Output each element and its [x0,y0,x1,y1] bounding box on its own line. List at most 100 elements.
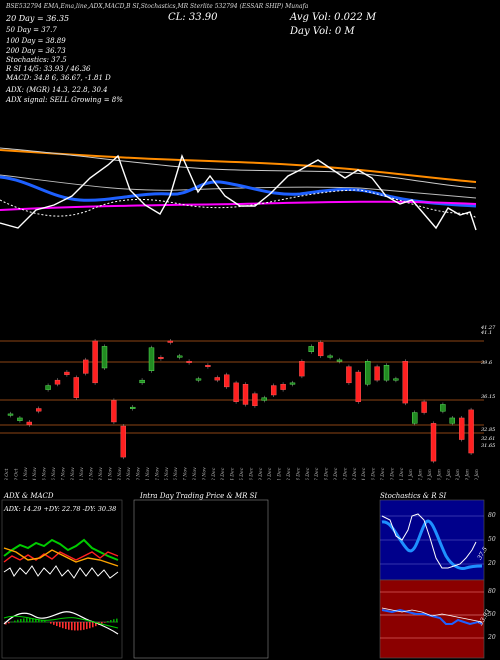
candle-body [54,379,61,385]
candle-body [449,417,455,424]
date-label: 01 Nov [23,467,29,480]
date-label: 04 Nov [32,467,38,480]
macd-bar [44,620,46,623]
rsi-axis-50: 50 [488,611,496,618]
adx-red-line [3,551,119,563]
macd-bar [101,622,103,624]
macd-value: MACD: 34.8 6, 36.67, -1.81 D [6,74,111,82]
macd-bar [20,618,22,623]
price-axis-label: 32.61 [481,436,495,442]
macd-bar [77,622,79,631]
price-axis-label: 36.15 [481,394,495,400]
candle-body [139,379,145,384]
date-label: 19 Nov [126,467,132,480]
macd-bar [83,622,85,630]
price-axis-label: 39.6 [481,360,493,366]
macd-bar [35,618,37,623]
price-axis-label: 41.1 [480,330,492,336]
dotted-line [0,189,477,219]
date-label: 03 Jan [427,469,433,480]
date-label: 18 Dec [324,467,330,480]
candle-body [158,357,164,359]
macd-bar [8,622,10,624]
stoch-axis-80: 80 [488,512,496,519]
candle-body [101,346,108,369]
macd-bar [17,619,19,623]
date-label: 30 Dec [389,467,395,480]
stoch-blue-line [381,519,483,570]
candle-body [402,361,408,404]
rsi-axis-20: 20 [488,634,496,641]
candle-body [45,385,51,390]
macd-green-line [3,615,119,629]
date-label: 05 Nov [42,467,48,480]
adx-green-line [3,538,119,561]
date-axis: 28 Oct 29 Oct 01 Nov 04 Nov 05 Nov 06 Nov 07 N… [4,467,480,480]
candle-body [327,355,333,358]
day-volume: Day Vol: 0 M [290,26,355,37]
candle-body [308,346,314,352]
date-label: 12 Nov [89,467,95,480]
candle-body [383,365,390,381]
macd-bar [98,622,100,625]
candle-body [242,384,249,405]
macd-bar [68,622,70,630]
price-band-lines [0,340,484,434]
macd-bar [53,622,55,625]
macd-bar [41,619,43,623]
macd-bar [56,622,58,627]
macd-bar [38,619,40,623]
rsi-panel-frame [379,579,485,659]
average-volume: Avg Vol: 0.022 M [290,12,377,23]
date-label: 27 Nov [183,467,189,480]
candle-body [120,425,127,458]
candle-body [374,366,380,381]
date-label: 17 Dec [314,467,320,480]
candle-body [148,347,155,371]
adx-value: ADX: (MGR) 14.3, 22.8, 30.4 [6,86,108,94]
date-label: 21 Nov [145,467,151,480]
adx-signal: ADX signal: SELL Growing = 8% [6,96,123,104]
date-label: 11 Dec [277,467,283,480]
intraday-panel-frame [133,499,269,659]
candle-body [280,384,286,390]
date-label: 13 Nov [98,467,104,480]
rsi-value: R SI 14/5: 33.93 / 46.36 [6,65,91,73]
macd-bar [107,621,109,623]
date-label: 22 Nov [154,467,160,480]
intraday-title: Intra Day Trading Price & MR SI [140,492,258,500]
candle-body [64,371,70,375]
date-label: 26 Dec [371,467,377,480]
date-label: 29 Nov [201,467,207,480]
date-label: 03 Dec [220,467,226,480]
date-label: 01 Jan [408,469,414,480]
price-axis-label: 41.27 [480,325,496,331]
macd-bar [62,622,64,629]
candle-body [271,385,277,396]
candle-body [289,382,296,385]
stoch-panel-frame [379,499,485,581]
candle-body [7,413,14,416]
adx-values-label: ADX: 14.29 +DY: 22.78 -DY: 30.38 [4,505,117,513]
macd-bar [74,622,76,631]
adx-orange-line [3,547,119,567]
date-label: 29 Oct [13,468,19,480]
date-label: 10 Jan [474,469,480,480]
macd-bar [71,622,73,631]
macd-bar [11,621,13,623]
date-label: 06 Nov [51,467,57,480]
date-label: 20 Dec [342,467,348,480]
macd-bar [65,622,67,630]
date-label: 28 Oct [4,468,10,480]
macd-bar [104,622,106,623]
stochastics-rsi-title: Stochastics & R SI [380,492,447,500]
macd-bar [116,618,118,623]
candle-body [252,393,258,406]
macd-bar [47,621,49,623]
date-label: 20 Nov [136,467,142,480]
date-label: 10 Dec [267,467,273,480]
macd-bar [86,622,88,630]
ma20-value: 20 Day = 36.35 [6,14,70,23]
